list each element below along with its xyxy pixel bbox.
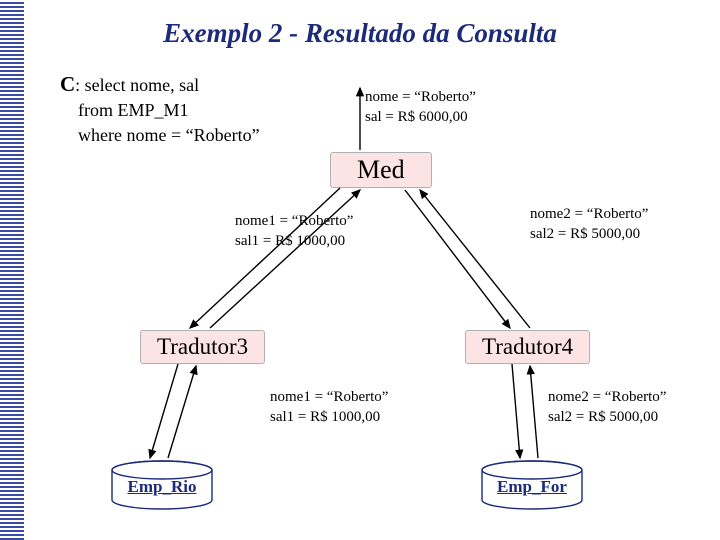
decorative-stripe <box>0 0 24 540</box>
query-line2: from EMP_M1 <box>78 100 189 120</box>
database-label: Emp_For <box>480 477 584 497</box>
result-line2: sal = R$ 6000,00 <box>365 109 468 125</box>
ann-line: nome2 = “Roberto” <box>548 389 666 405</box>
ann-line: nome1 = “Roberto” <box>235 213 353 229</box>
query-block: C: select nome, sal from EMP_M1 where no… <box>60 70 260 147</box>
annotation-left-lower: nome1 = “Roberto” sal1 = R$ 1000,00 <box>270 388 388 427</box>
result-output: nome = “Roberto” sal = R$ 6000,00 <box>365 88 476 127</box>
page-title: Exemplo 2 - Resultado da Consulta <box>0 18 720 49</box>
ann-line: sal1 = R$ 1000,00 <box>270 409 380 425</box>
annotation-left-upper: nome1 = “Roberto” sal1 = R$ 1000,00 <box>235 212 353 251</box>
result-line1: nome = “Roberto” <box>365 89 476 105</box>
query-label: C <box>60 72 75 96</box>
node-med: Med <box>330 152 432 188</box>
query-line3: where nome = “Roberto” <box>78 125 260 145</box>
annotation-right-upper: nome2 = “Roberto” sal2 = R$ 5000,00 <box>530 205 648 244</box>
ann-line: sal2 = R$ 5000,00 <box>548 409 658 425</box>
ann-line: nome2 = “Roberto” <box>530 206 648 222</box>
annotation-right-lower: nome2 = “Roberto” sal2 = R$ 5000,00 <box>548 388 666 427</box>
database-label: Emp_Rio <box>110 477 214 497</box>
ann-line: sal1 = R$ 1000,00 <box>235 233 345 249</box>
ann-line: nome1 = “Roberto” <box>270 389 388 405</box>
database-emp-for: Emp_For <box>480 460 584 506</box>
node-tradutor3: Tradutor3 <box>140 330 265 364</box>
database-emp-rio: Emp_Rio <box>110 460 214 506</box>
ann-line: sal2 = R$ 5000,00 <box>530 226 640 242</box>
query-line1: : select nome, sal <box>75 75 199 95</box>
node-tradutor4: Tradutor4 <box>465 330 590 364</box>
